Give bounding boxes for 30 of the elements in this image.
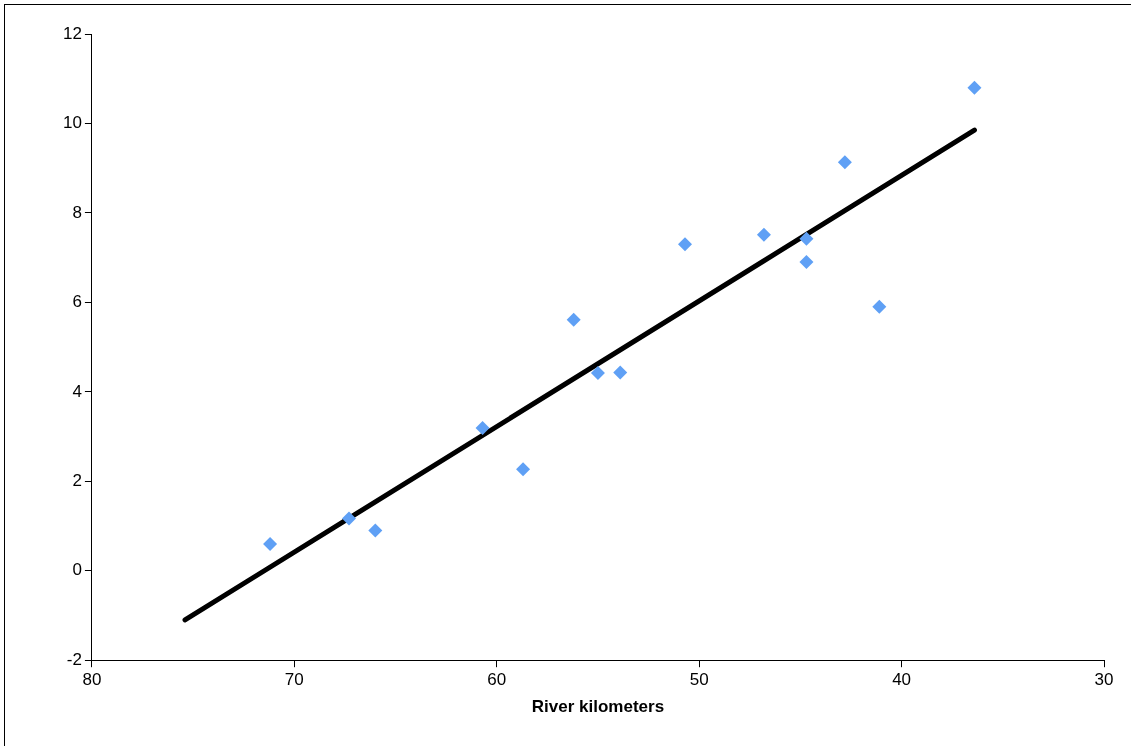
point bbox=[872, 299, 887, 314]
x-tick-label: 50 bbox=[689, 670, 709, 690]
point bbox=[368, 523, 383, 538]
point bbox=[590, 366, 605, 381]
x-axis-title: River kilometers bbox=[531, 697, 665, 717]
point bbox=[613, 365, 628, 380]
point bbox=[341, 511, 356, 526]
y-tick-label: 12 bbox=[62, 23, 82, 43]
y-tick-label: 2 bbox=[72, 470, 82, 490]
point bbox=[799, 255, 814, 270]
x-tick-label: 30 bbox=[1094, 670, 1114, 690]
point bbox=[263, 536, 278, 551]
y-tick-label: -2 bbox=[66, 649, 82, 669]
x-tick-label: 80 bbox=[82, 670, 102, 690]
point bbox=[566, 312, 581, 327]
point bbox=[516, 462, 531, 477]
x-tick-label: 40 bbox=[892, 670, 912, 690]
x-tick-label: 60 bbox=[487, 670, 507, 690]
point bbox=[799, 231, 814, 246]
y-tick-label: 10 bbox=[62, 113, 82, 133]
point bbox=[837, 155, 852, 170]
point bbox=[967, 80, 982, 95]
point bbox=[475, 421, 490, 436]
y-tick-label: 6 bbox=[72, 292, 82, 312]
point bbox=[756, 227, 771, 242]
y-tick-label: 0 bbox=[72, 560, 82, 580]
x-tick-label: 70 bbox=[284, 670, 304, 690]
point bbox=[677, 237, 692, 252]
y-tick-label: 8 bbox=[72, 202, 82, 222]
y-tick-label: 4 bbox=[72, 381, 82, 401]
